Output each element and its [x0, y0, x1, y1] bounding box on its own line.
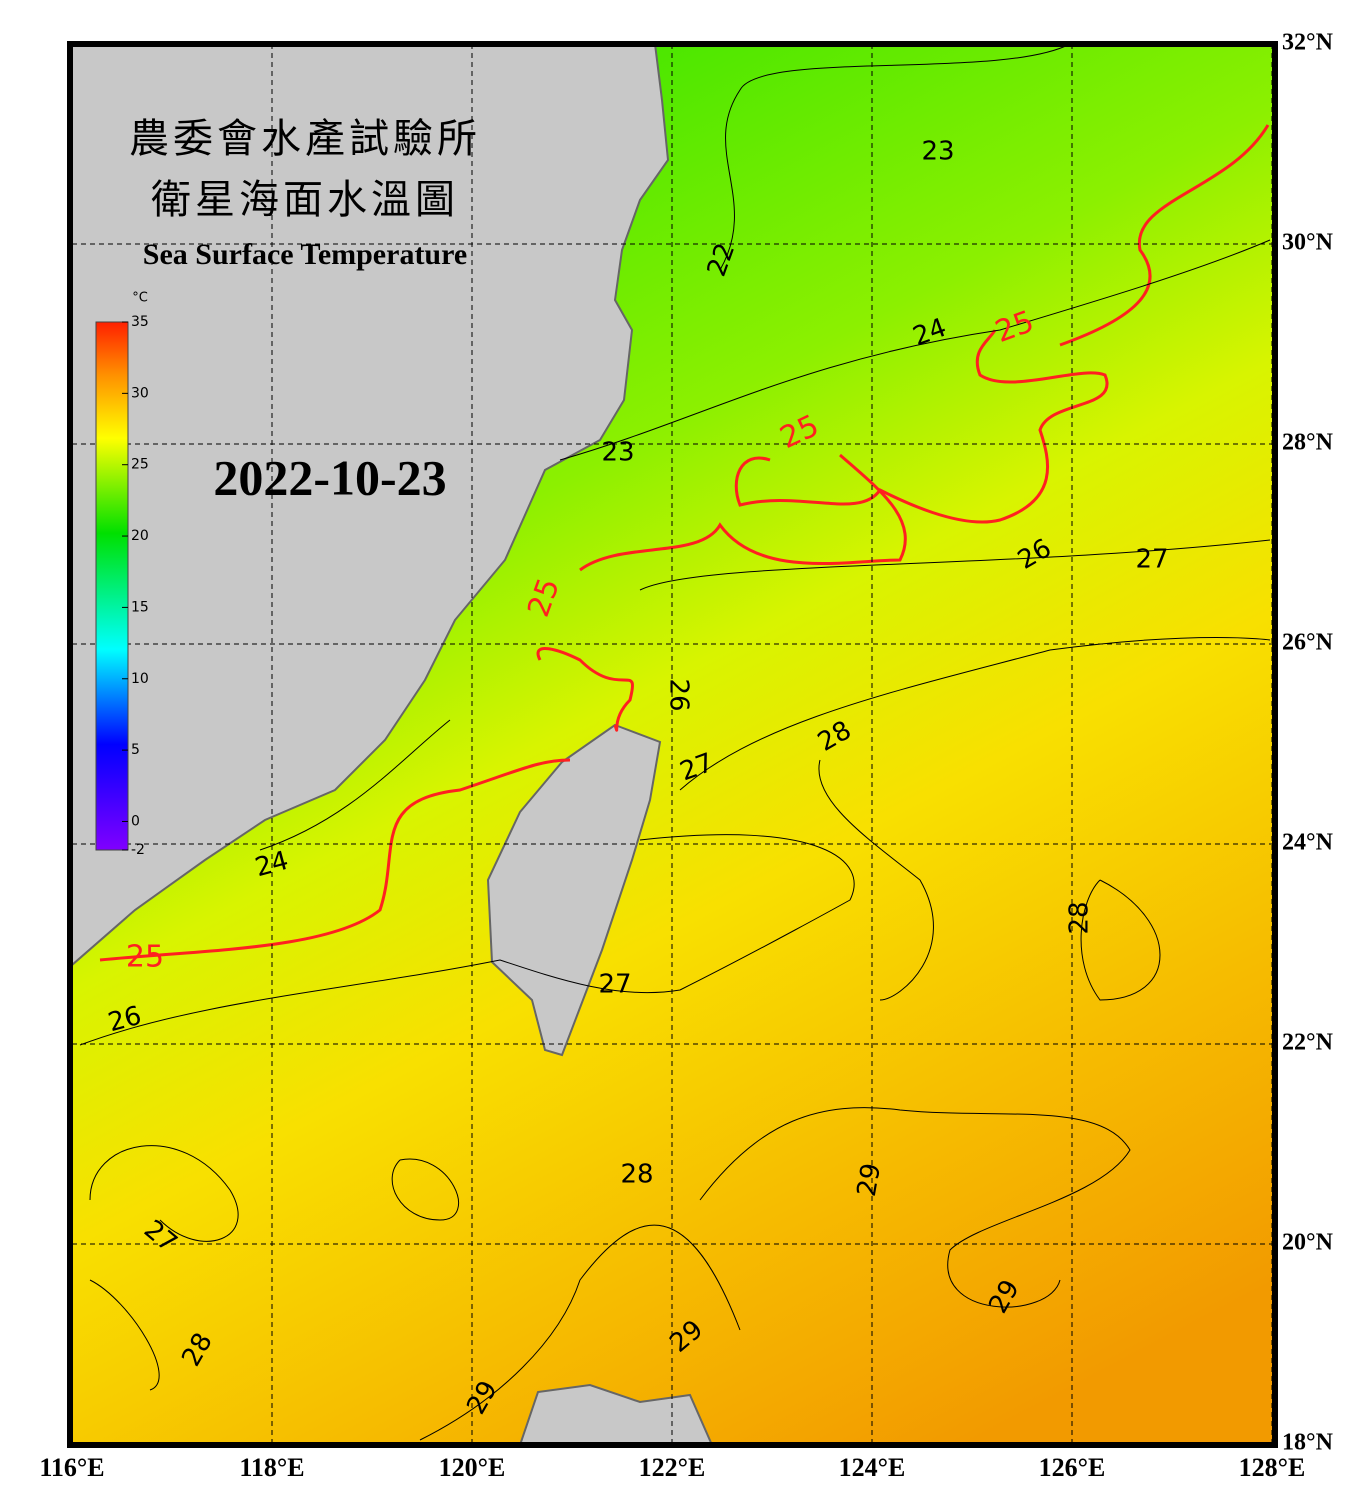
- y-tick-label: 30°N: [1282, 230, 1334, 256]
- y-tick-label: 28°N: [1282, 430, 1334, 456]
- colorbar-tick-label: 35: [131, 314, 149, 330]
- contour-line: [99, 758, 571, 962]
- y-tick-label: 18°N: [1282, 1430, 1334, 1456]
- contour-line: [579, 453, 907, 572]
- contour-line: [719, 44, 1071, 271]
- x-tick-label: 124°E: [839, 1453, 906, 1482]
- colorbar-tick-label: -2: [131, 842, 145, 858]
- land-china: [72, 44, 670, 967]
- x-tick-label: 126°E: [1039, 1453, 1106, 1482]
- contour-label: 25: [126, 940, 164, 975]
- contour-line: [89, 1224, 741, 1441]
- contour-line: [536, 646, 635, 732]
- y-tick-label: 26°N: [1282, 630, 1334, 656]
- contour-line: [89, 1145, 459, 1242]
- contour-label: 23: [601, 438, 634, 468]
- colorbar-tick-label: 20: [131, 528, 149, 544]
- colorbar-tick-label: 25: [131, 457, 149, 473]
- colorbar-tick-label: 30: [131, 385, 149, 401]
- x-tick-label: 120°E: [439, 1453, 506, 1482]
- contour-line: [679, 637, 1271, 791]
- x-tick-label: 118°E: [239, 1453, 304, 1482]
- contour-label: 29: [852, 1161, 887, 1199]
- contour-line: [818, 759, 1161, 1001]
- y-tick-label: 20°N: [1282, 1230, 1334, 1256]
- colorbar-ticks: 35 30 25 20 15 10 5 0 -2: [122, 314, 149, 858]
- contour-label: 23: [921, 137, 954, 167]
- contour-line: [639, 539, 1271, 591]
- colorbar: [95, 321, 129, 851]
- map-frame: [67, 41, 1278, 1448]
- title-en: Sea Surface Temperature: [143, 238, 467, 271]
- land-luzon: [519, 1383, 713, 1444]
- x-tick-label: 122°E: [639, 1453, 706, 1482]
- title-zh-1: 農委會水產試驗所: [129, 116, 481, 161]
- colorbar-unit: °C: [132, 291, 148, 306]
- graticule: [72, 44, 1272, 1444]
- contour-line: [259, 239, 1271, 851]
- x-tick-label: 128°E: [1239, 1453, 1306, 1482]
- title-zh-2: 衛星海面水溫圖: [151, 177, 459, 222]
- axis-labels: 116°E 118°E 120°E 122°E 124°E 126°E 128°E18°N 2…: [39, 30, 1333, 1482]
- colorbar-tick-label: 15: [131, 599, 149, 615]
- contour-label: 26: [664, 678, 694, 711]
- contour-label: 27: [1135, 545, 1168, 575]
- colorbar-tick-label: 10: [131, 671, 149, 687]
- y-tick-label: 32°N: [1282, 30, 1334, 56]
- contour-line: [79, 834, 855, 1046]
- colorbar-tick-label: 5: [131, 742, 140, 758]
- y-tick-label: 24°N: [1282, 830, 1334, 856]
- contour-label: 27: [598, 970, 631, 1000]
- y-tick-label: 22°N: [1282, 1030, 1334, 1056]
- contour-line: [1059, 124, 1270, 347]
- land-taiwan: [486, 723, 662, 1057]
- contour-label: 28: [620, 1160, 653, 1190]
- contour-line: [699, 1107, 1131, 1308]
- x-tick-label: 116°E: [39, 1453, 104, 1482]
- contour-line: [734, 329, 1109, 524]
- contour-label: 28: [1065, 901, 1095, 934]
- date: 2022-10-23: [213, 449, 446, 505]
- colorbar-tick-label: 0: [131, 813, 140, 829]
